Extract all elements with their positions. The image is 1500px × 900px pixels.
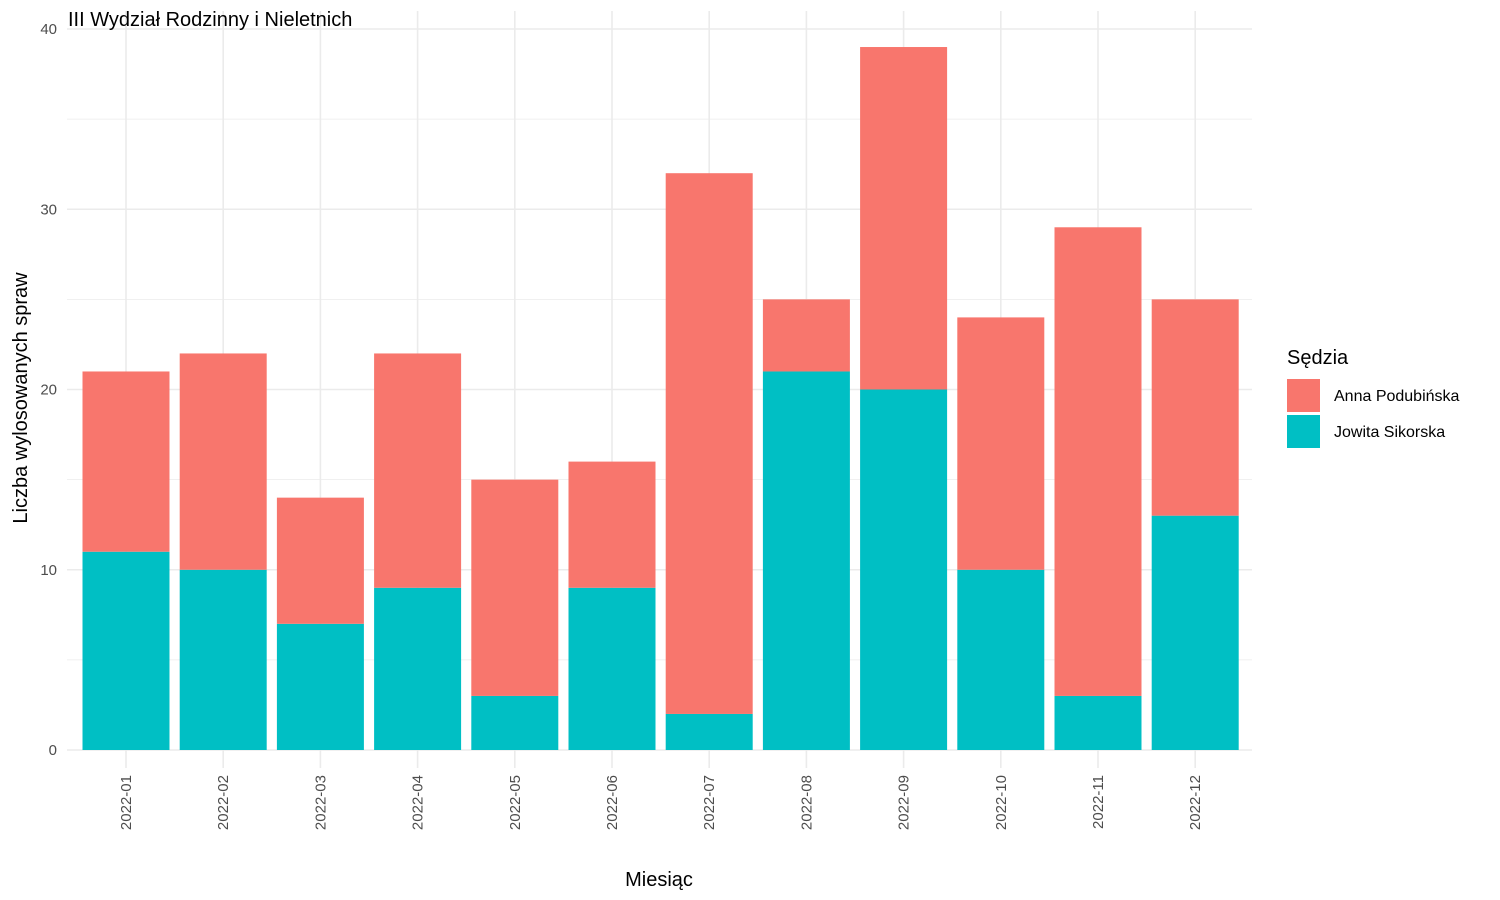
bar-segment-jowita-sikorska — [276, 623, 364, 750]
bar-segment-jowita-sikorska — [762, 371, 850, 750]
x-tick-label: 2022-02 — [215, 775, 232, 830]
x-tick-label: 2022-04 — [410, 775, 427, 830]
x-tick-label: 2022-03 — [312, 775, 329, 830]
bar-segment-jowita-sikorska — [860, 389, 948, 750]
bar-segment-anna-podubi-ska — [860, 47, 948, 390]
y-tick-label: 40 — [40, 21, 57, 38]
bar-segment-anna-podubi-ska — [1151, 299, 1239, 516]
x-tick-label: 2022-01 — [118, 775, 135, 830]
bar-segment-anna-podubi-ska — [179, 353, 267, 570]
bar-segment-jowita-sikorska — [1054, 695, 1142, 750]
x-tick-label: 2022-10 — [993, 775, 1010, 830]
y-tick-label: 10 — [40, 562, 57, 579]
bar-segment-jowita-sikorska — [179, 569, 267, 750]
y-tick-label: 20 — [40, 382, 57, 399]
legend: Sędzia Anna Podubińska Jowita Sikorska — [1287, 347, 1460, 448]
bar-segment-jowita-sikorska — [568, 587, 656, 750]
bar-segment-anna-podubi-ska — [1054, 227, 1142, 696]
bar-segment-anna-podubi-ska — [82, 371, 170, 552]
y-axis-ticks: 0 10 20 30 40 — [40, 21, 57, 759]
x-axis-title: Miesiąc — [625, 869, 693, 891]
bar-segment-jowita-sikorska — [471, 695, 559, 750]
bar-segment-jowita-sikorska — [957, 569, 1045, 750]
legend-label: Jowita Sikorska — [1334, 424, 1445, 441]
x-axis-ticks: 2022-01 2022-02 2022-03 2022-04 2022-05 2022-… — [118, 775, 1204, 830]
bar-segment-anna-podubi-ska — [568, 461, 656, 588]
x-tick-label: 2022-11 — [1090, 775, 1107, 829]
y-axis-title: Liczba wylosowanych spraw — [10, 272, 32, 524]
bar-segment-anna-podubi-ska — [665, 173, 753, 714]
x-tick-label: 2022-06 — [604, 775, 621, 830]
legend-swatch — [1287, 379, 1320, 412]
bar-segment-anna-podubi-ska — [276, 497, 364, 624]
x-tick-label: 2022-12 — [1187, 775, 1204, 830]
bar-segment-jowita-sikorska — [82, 551, 170, 750]
bar-segment-anna-podubi-ska — [957, 317, 1045, 570]
bar-segment-anna-podubi-ska — [471, 479, 559, 696]
y-tick-label: 0 — [49, 742, 57, 759]
bar-segment-jowita-sikorska — [665, 713, 753, 750]
bar-segment-jowita-sikorska — [374, 587, 462, 750]
chart-bars — [82, 47, 1239, 750]
legend-swatch — [1287, 415, 1320, 448]
bar-segment-jowita-sikorska — [1151, 515, 1239, 750]
x-tick-label: 2022-09 — [896, 775, 913, 830]
y-tick-label: 30 — [40, 201, 57, 218]
bar-segment-anna-podubi-ska — [762, 299, 850, 372]
x-tick-label: 2022-08 — [798, 775, 815, 830]
x-tick-label: 2022-07 — [701, 775, 718, 830]
x-tick-label: 2022-05 — [507, 775, 524, 830]
legend-label: Anna Podubińska — [1334, 388, 1460, 405]
legend-title: Sędzia — [1287, 347, 1349, 369]
bar-segment-anna-podubi-ska — [374, 353, 462, 588]
chart-title: III Wydział Rodzinny i Nieletnich — [68, 9, 352, 31]
